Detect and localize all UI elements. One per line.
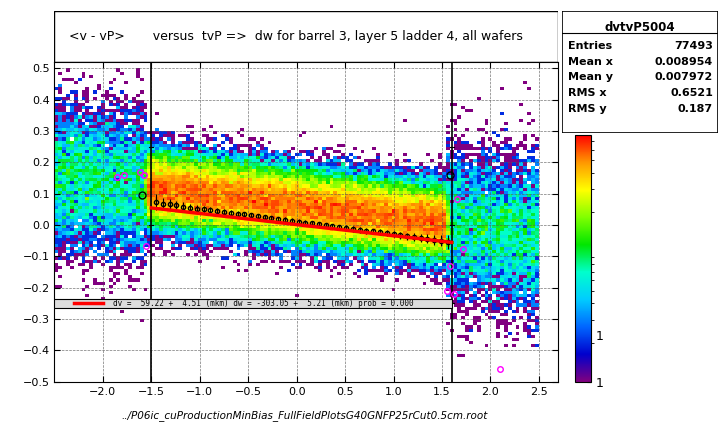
- Text: Mean y: Mean y: [568, 72, 613, 82]
- Text: ../P06ic_cuProductionMinBias_FullFieldPlotsG40GNFP25rCut0.5cm.root: ../P06ic_cuProductionMinBias_FullFieldPl…: [121, 410, 488, 421]
- Text: 0.6521: 0.6521: [670, 88, 713, 98]
- Text: Entries: Entries: [568, 41, 612, 51]
- Text: RMS x: RMS x: [568, 88, 607, 98]
- Bar: [54, 299, 452, 308]
- Text: Mean x: Mean x: [568, 57, 613, 67]
- Text: RMS y: RMS y: [568, 103, 607, 114]
- Text: 0.007972: 0.007972: [655, 72, 713, 82]
- Text: dv =  59.22 +  4.51 (mkm) dw = -303.05 +  5.21 (mkm) prob = 0.000: dv = 59.22 + 4.51 (mkm) dw = -303.05 + 5…: [112, 299, 413, 308]
- Text: 0.008954: 0.008954: [655, 57, 713, 67]
- Text: 1: 1: [596, 330, 604, 343]
- Text: dvtvP5004: dvtvP5004: [605, 21, 675, 33]
- Text: <v - vP>       versus  tvP =>  dw for barrel 3, layer 5 ladder 4, all wafers: <v - vP> versus tvP => dw for barrel 3, …: [70, 30, 523, 43]
- Text: 0.187: 0.187: [678, 103, 713, 114]
- Text: 77493: 77493: [674, 41, 713, 51]
